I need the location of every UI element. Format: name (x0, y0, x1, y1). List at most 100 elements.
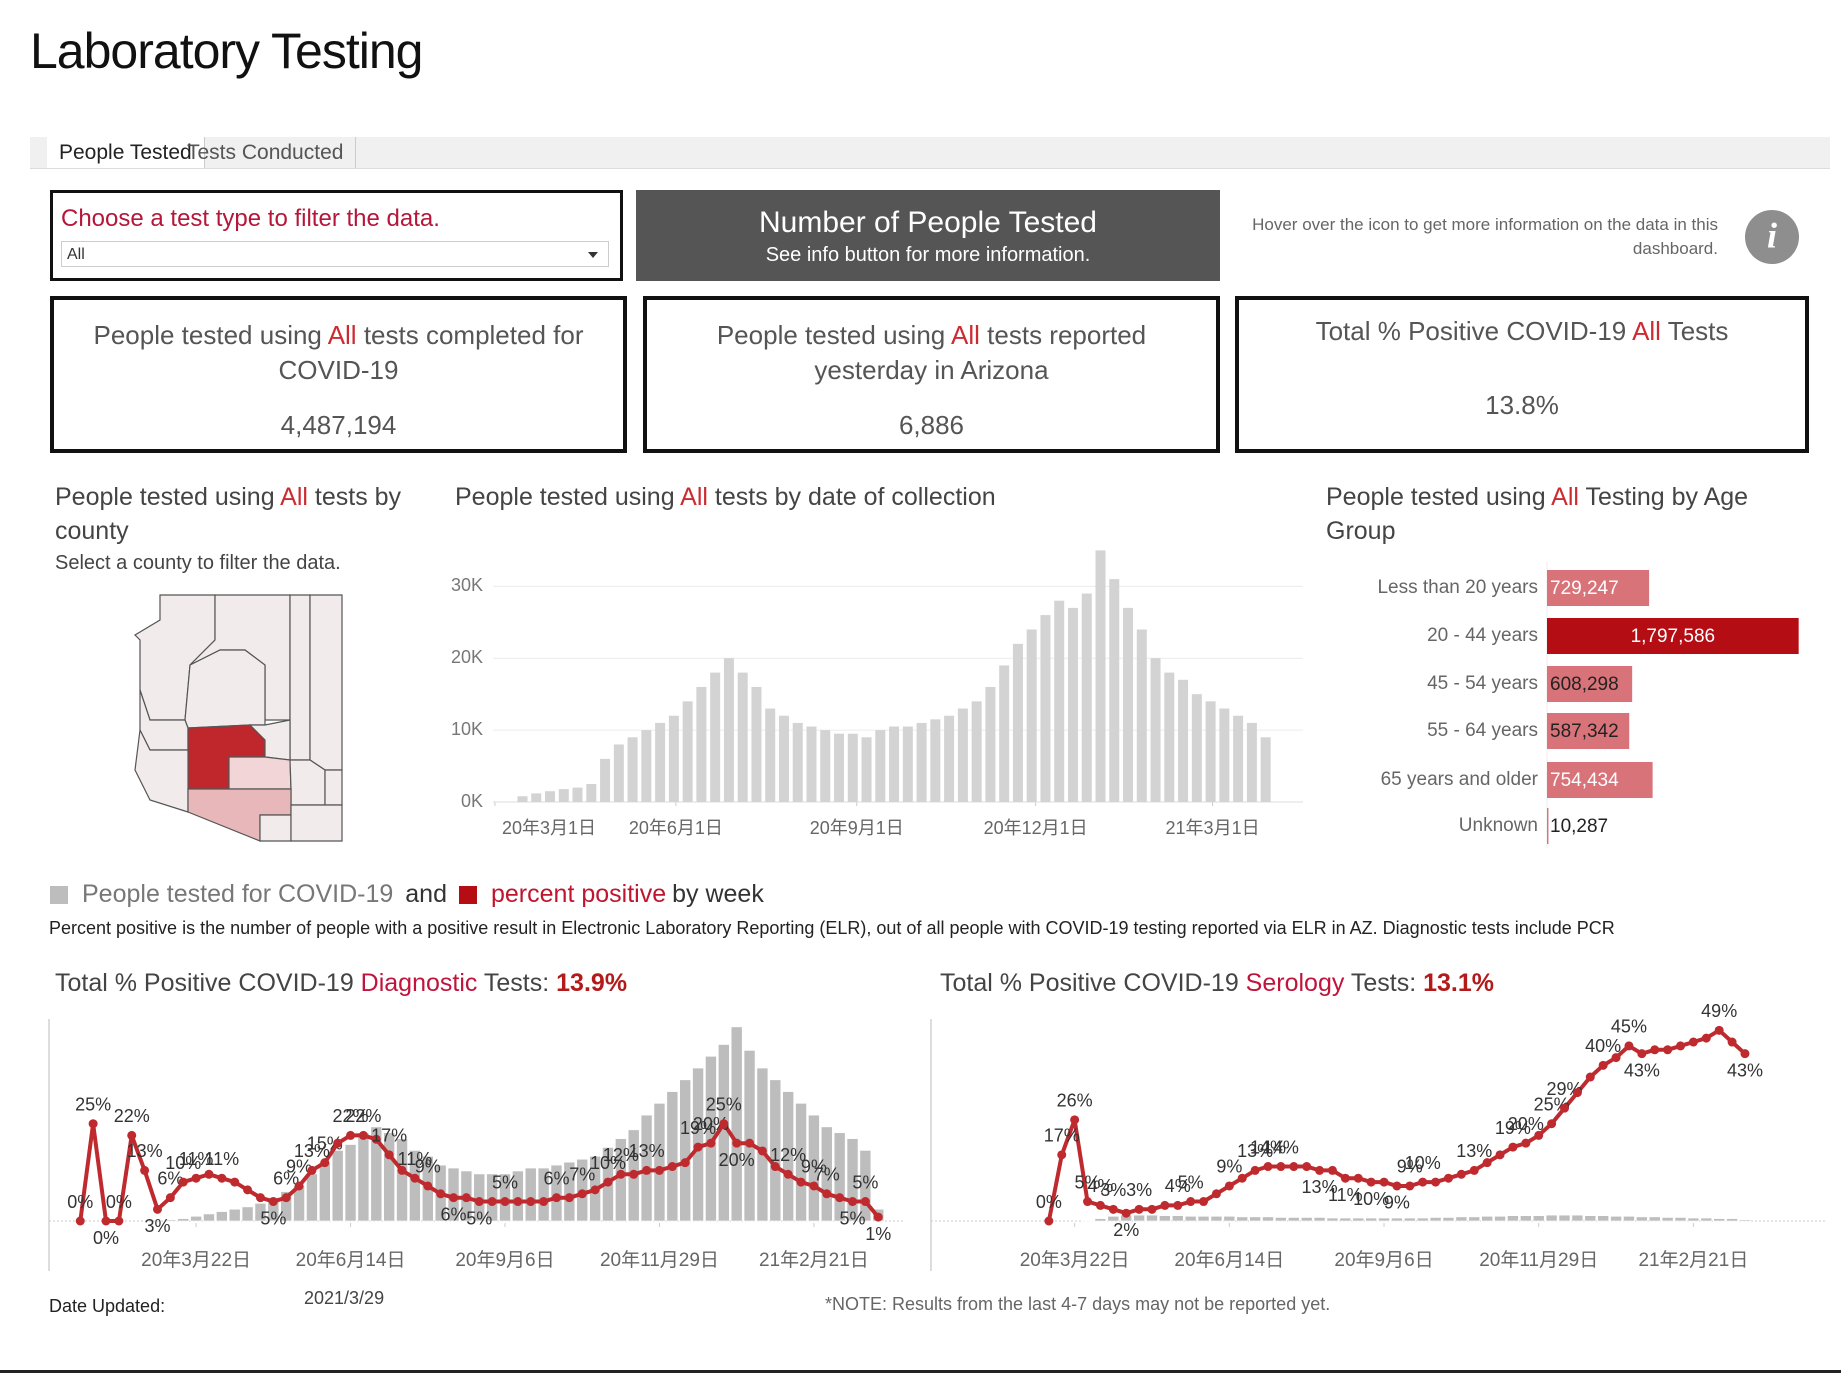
point (114, 1216, 124, 1226)
title-highlight: Serology (1245, 969, 1345, 997)
bar (344, 1144, 357, 1222)
bar (383, 1132, 395, 1222)
kpi-highlight: All (951, 320, 980, 350)
data-label: 6% (157, 1168, 183, 1188)
kpi-text: tests completed for COVID-19 (278, 320, 591, 385)
county[interactable] (309, 594, 343, 771)
chart-title: Total % Positive COVID-19 Serology Tests… (940, 966, 1494, 1000)
point (500, 1197, 510, 1207)
data-label: 19% (1495, 1118, 1531, 1138)
bar (682, 701, 693, 802)
bar (1597, 1215, 1609, 1222)
kpi-card: Total % Positive COVID-19 All Tests 13.8… (1235, 296, 1809, 453)
title-text: People tested using (1326, 483, 1552, 511)
bar (1081, 593, 1092, 802)
dropdown[interactable]: All (61, 241, 609, 267)
county[interactable] (289, 594, 311, 761)
kpi-text: People tested using (716, 320, 952, 350)
bar (1468, 1216, 1481, 1222)
point (706, 1138, 716, 1148)
point (551, 1193, 561, 1203)
data-label: 14% (1263, 1137, 1299, 1157)
data-label: 9% (415, 1157, 441, 1177)
title-text: tests by date of collection (707, 483, 996, 511)
county[interactable] (259, 814, 292, 842)
bar (1260, 737, 1271, 802)
icon-circle (1745, 210, 1799, 264)
point (1392, 1181, 1402, 1191)
point (1405, 1181, 1415, 1191)
bar (1275, 1217, 1287, 1222)
bar (1012, 643, 1023, 802)
banner: Number of People Tested See info button … (636, 190, 1220, 281)
data-label: 11% (398, 1149, 433, 1169)
point (1315, 1165, 1325, 1175)
bar (517, 796, 528, 802)
county[interactable] (290, 804, 343, 842)
data-label: 20% (693, 1114, 729, 1134)
data-label: 45% (1611, 1017, 1647, 1037)
data-label: 22% (114, 1106, 150, 1126)
x-tick-label: 20年12月1日 (984, 818, 1088, 838)
point (371, 1134, 381, 1144)
point (1199, 1197, 1209, 1207)
data-label: 7% (814, 1165, 840, 1185)
point (629, 1169, 639, 1179)
bar (847, 733, 858, 802)
data-label: 12% (603, 1145, 639, 1165)
county[interactable] (184, 649, 266, 729)
info-icon[interactable]: i (1744, 209, 1800, 265)
county[interactable] (228, 756, 292, 790)
data-label: 5% (1178, 1172, 1204, 1192)
point (1083, 1197, 1093, 1207)
footer-label: Date Updated: (49, 1296, 166, 1316)
bar (357, 1132, 370, 1222)
point (1688, 1037, 1698, 1047)
bar (1109, 579, 1120, 802)
data-label: 5% (260, 1208, 286, 1228)
data-label: 5% (492, 1172, 518, 1192)
bar (1246, 722, 1257, 802)
tab[interactable]: People Tested (47, 137, 205, 168)
county[interactable] (289, 759, 326, 806)
bar (1481, 1215, 1493, 1222)
bar (1661, 1217, 1674, 1222)
bar (531, 793, 542, 802)
bar (524, 1167, 537, 1222)
data-label: 10% (165, 1153, 201, 1173)
bar (1429, 1217, 1442, 1222)
x-tick-label: 20年9月6日 (1334, 1249, 1433, 1271)
data-label: 6% (543, 1168, 569, 1188)
point (1250, 1165, 1260, 1175)
map-subtitle: Select a county to filter the data. (55, 552, 341, 574)
category-label: Less than 20 years (1377, 577, 1538, 598)
point (1379, 1177, 1389, 1187)
data-label: 11% (179, 1149, 214, 1169)
bar (1455, 1216, 1468, 1222)
x-tick-label: 20年9月1日 (810, 818, 904, 838)
bar (627, 737, 638, 802)
point (384, 1150, 394, 1160)
point (1431, 1177, 1441, 1187)
bar (710, 672, 721, 802)
tab-bar: People Tested Tests Conducted (30, 137, 1830, 169)
bar (1262, 1216, 1274, 1222)
bar (1687, 1217, 1700, 1222)
title-highlight: All (280, 483, 308, 511)
data-label: 40% (1585, 1036, 1621, 1056)
bar (641, 730, 652, 802)
point (757, 1146, 767, 1156)
point (307, 1165, 317, 1175)
point (191, 1173, 201, 1183)
data-label: 0% (1036, 1192, 1062, 1212)
bar (550, 1164, 563, 1222)
data-label: 19% (680, 1118, 716, 1138)
point (1302, 1162, 1312, 1172)
county[interactable] (324, 769, 343, 806)
point (88, 1119, 98, 1129)
bar (1404, 1217, 1416, 1222)
x-tick-label: 20年3月1日 (502, 818, 596, 838)
tab[interactable]: Tests Conducted (175, 137, 357, 168)
bar (280, 1191, 292, 1222)
county-map[interactable] (134, 594, 343, 842)
